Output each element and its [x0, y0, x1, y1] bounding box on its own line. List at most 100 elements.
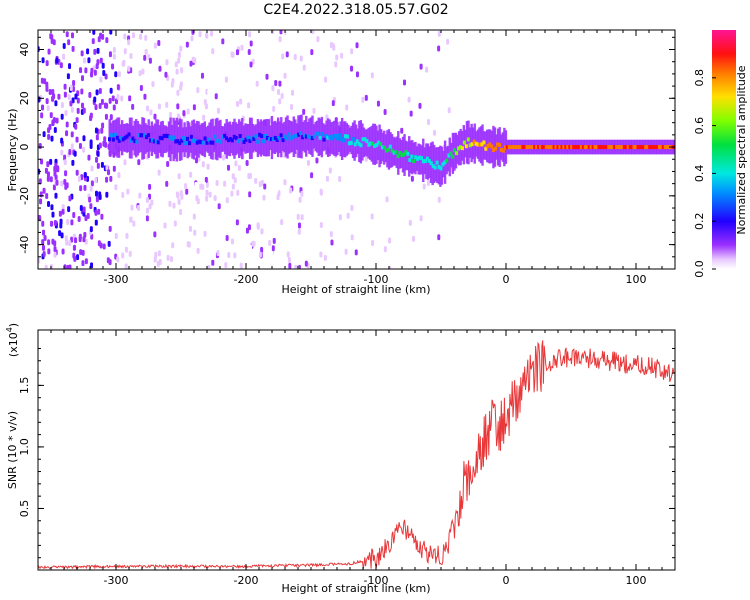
ridge-core [289, 136, 293, 141]
spectrogram-cell [262, 194, 266, 201]
ridge-core [492, 147, 496, 152]
spectrogram-cell [180, 193, 184, 200]
ridge-core [460, 146, 464, 151]
spectrogram-cell [151, 102, 155, 109]
spectrogram-cell [70, 131, 74, 138]
ridge-core [433, 165, 437, 170]
ridge-core [570, 145, 574, 150]
ridge-halo [117, 117, 121, 158]
spectrogram-cell [362, 185, 366, 192]
ridge-core [264, 133, 267, 138]
spectrogram-cell [265, 73, 269, 80]
ridge-halo [147, 119, 150, 158]
colorbar-ticks: 0.0 0.2 0.4 0.6 0.8 [693, 69, 716, 278]
ridge-core [193, 139, 197, 144]
spectrogram-cell [109, 30, 113, 35]
spectrogram-cell [230, 190, 234, 197]
spectrogram-cell [226, 164, 230, 171]
spectrogram-cell [74, 123, 78, 130]
spectrogram-cell [177, 198, 181, 205]
spectrogram-cell [64, 235, 68, 242]
spectrogram-cell [95, 63, 99, 70]
ridge-halo [492, 125, 495, 169]
spectrogram-cell [247, 102, 251, 109]
spectrogram-cell [132, 220, 136, 227]
spectrogram-cell [280, 92, 284, 99]
spectrogram-cell [50, 135, 54, 142]
ridge-core [260, 134, 264, 139]
spectrogram-cell [99, 76, 103, 83]
ridge-core [496, 142, 500, 147]
ridge-core [361, 137, 365, 142]
spectrogram-cell [67, 206, 71, 213]
ridge-core [589, 145, 593, 150]
spectrogram-cell [217, 203, 221, 210]
spectrogram-cell [418, 102, 422, 109]
spectrogram-cell [54, 100, 58, 107]
spectrogram-cell [271, 245, 275, 252]
ridge-core [365, 139, 369, 144]
spectrogram-cell [239, 262, 243, 269]
spectrogram-cell [101, 62, 105, 69]
spectrogram-cell [144, 34, 148, 41]
spectrogram-cell [123, 159, 127, 166]
spectrogram-cell [340, 52, 344, 59]
spectrogram-cell [249, 244, 253, 251]
spectrogram-cell [419, 63, 423, 70]
ridge-core [254, 134, 258, 139]
spectrogram-cell [196, 87, 200, 94]
spectrogram-cell [240, 44, 244, 51]
ridge-core [187, 141, 191, 146]
spectrogram-cell [116, 93, 120, 100]
ridge-core [148, 138, 152, 143]
spectrogram-cell [39, 191, 43, 198]
spectrogram-cell [249, 40, 253, 47]
spectrogram-cell [180, 67, 184, 74]
spectrogram-cell [371, 239, 375, 246]
ridge-core [425, 156, 429, 161]
ridge-core [404, 150, 408, 155]
spectrogram-cell [69, 100, 73, 107]
ridge-halo [406, 141, 409, 171]
spectrogram-cell [207, 264, 211, 269]
spectrogram-cell [90, 180, 94, 187]
spectrogram-cell [100, 161, 104, 168]
spectrogram-cell [137, 159, 141, 166]
snr-x-tick-label: 0 [503, 574, 510, 587]
snr-x-axis-label: Height of straight line (km) [281, 582, 430, 595]
ridge-core [154, 139, 158, 144]
ridge-core [219, 139, 223, 144]
spectrogram-cell [323, 254, 327, 261]
spectrogram-cell [224, 262, 228, 269]
ridge-halo [188, 122, 191, 157]
ridge-halo [166, 126, 169, 152]
spectrogram-cell [112, 53, 116, 60]
ridge-core [564, 145, 568, 150]
spectrogram-cell [89, 226, 93, 233]
spectrogram-cell [177, 173, 181, 180]
ridge-core [568, 145, 572, 150]
spectrogram-y-tick-label: -20 [18, 187, 31, 205]
spectrogram-cell [83, 184, 87, 191]
ridge-core [129, 138, 133, 143]
ridge-core [542, 145, 546, 150]
colorbar-tick-label: 0.2 [693, 212, 706, 230]
spectrogram-cell [95, 134, 99, 141]
snr-y-multiplier: (x104) [5, 323, 20, 357]
ridge-core [168, 135, 172, 140]
spectrogram-cell [306, 159, 310, 166]
spectrogram-cell [205, 195, 209, 202]
ridge-core [663, 145, 667, 150]
spectrogram-cell [137, 204, 141, 211]
spectrogram-cell [198, 31, 202, 38]
spectrogram-cell [196, 198, 200, 205]
colorbar-gradient [712, 30, 736, 269]
ridge-core [511, 145, 515, 150]
spectrogram-cell [112, 165, 116, 172]
ridge-core [373, 144, 377, 149]
ridge-halo [344, 121, 347, 158]
spectrogram-cell [148, 183, 152, 190]
ridge-core [275, 138, 279, 143]
ridge-core [147, 133, 150, 138]
spectrogram-cell [146, 80, 150, 87]
